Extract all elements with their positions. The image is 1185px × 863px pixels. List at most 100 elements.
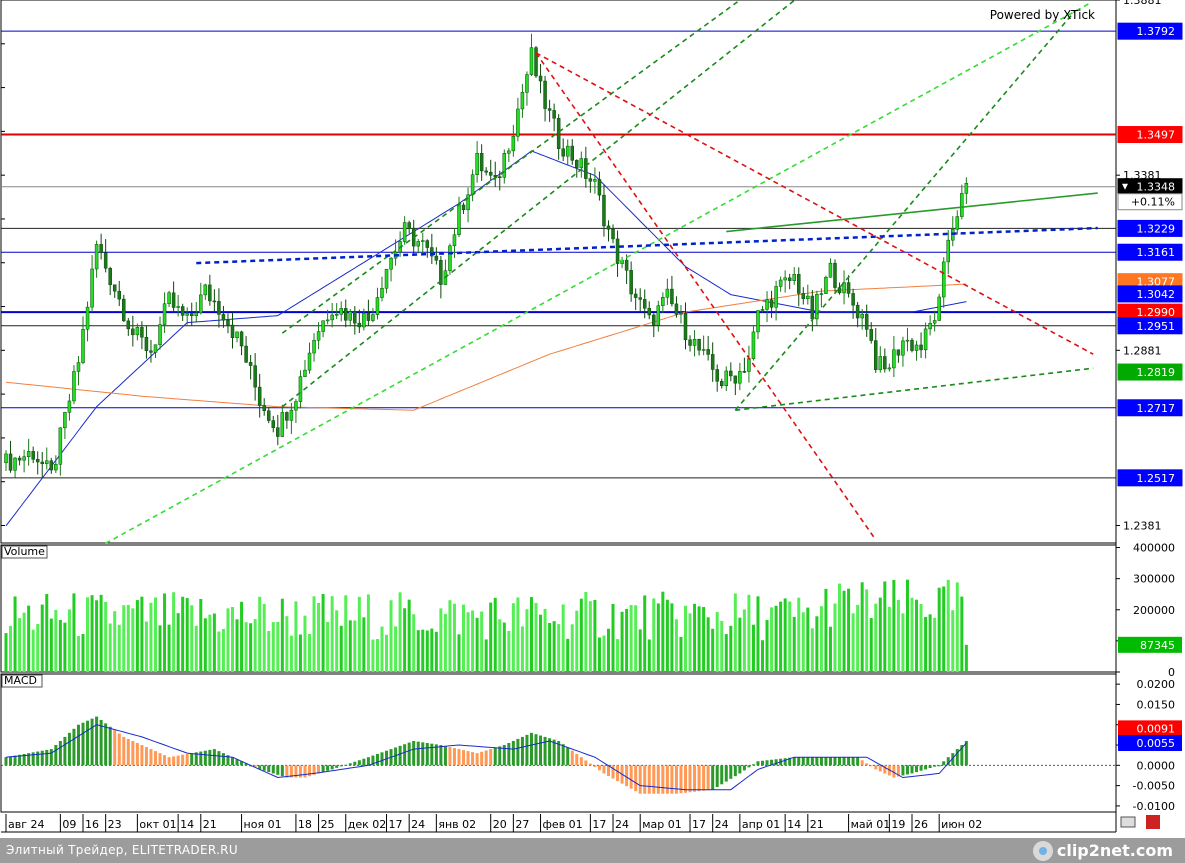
macd-histogram-bar [113, 730, 117, 766]
volume-bar [412, 614, 416, 672]
candle-body [334, 314, 339, 316]
candle-body [13, 457, 17, 471]
time-tick-label: июн 02 [941, 818, 982, 831]
orange-moving-average [5, 283, 967, 411]
price-tag-label: 1.2717 [1137, 402, 1176, 415]
macd-tick-label: 0.0150 [1137, 698, 1176, 711]
watermark-label: Powered by XTick [990, 8, 1095, 22]
macd-histogram-bar [181, 754, 185, 766]
macd-histogram-bar [502, 745, 506, 766]
macd-histogram-bar [702, 765, 706, 791]
macd-histogram-bar [493, 747, 497, 766]
volume-bar [425, 630, 429, 672]
macd-histogram-bar [76, 724, 80, 766]
macd-histogram-bar [240, 761, 244, 766]
candle-body [94, 244, 99, 270]
volume-bar [684, 605, 687, 672]
candle-body [860, 313, 864, 319]
candle-body [149, 350, 153, 353]
volume-bar [539, 614, 543, 672]
candle-body [733, 375, 738, 384]
candle-body [402, 222, 407, 242]
volume-bar [801, 612, 805, 672]
volume-bar [665, 599, 669, 672]
macd-histogram-bar [656, 765, 660, 794]
price-tag [1117, 243, 1183, 261]
macd-histogram-bar [679, 765, 683, 794]
volume-bar [317, 602, 321, 672]
macd-histogram-bar [72, 728, 76, 766]
volume-bar [960, 596, 964, 672]
volume-bar [344, 595, 348, 672]
macd-histogram-bar [883, 765, 887, 774]
macd-histogram-bar [199, 751, 203, 766]
candle-body [810, 295, 815, 320]
volume-bar [122, 605, 126, 672]
volume-bar [54, 609, 58, 672]
macd-histogram-bar [466, 751, 470, 766]
macd-histogram-bar [140, 745, 144, 766]
candle-body [738, 371, 742, 384]
macd-histogram-bar [99, 720, 103, 766]
macd-histogram-bar [720, 765, 724, 785]
macd-histogram-bar [964, 740, 968, 766]
macd-histogram-bar [403, 744, 407, 766]
macd-histogram-bar [715, 765, 719, 787]
candle-body [271, 420, 276, 428]
candle-body [887, 367, 892, 370]
volume-bar [249, 623, 253, 672]
price-tag [1117, 399, 1183, 417]
macd-histogram-bar [231, 757, 234, 766]
macd-histogram-bar [412, 740, 416, 766]
macd-histogram-bar [353, 761, 357, 766]
candle-body [597, 179, 602, 196]
time-tick-label: 24 [715, 818, 729, 831]
candle-body [49, 460, 54, 471]
volume-bar [49, 618, 53, 672]
volume-bar [434, 631, 438, 672]
macd-histogram-bar [602, 765, 606, 774]
macd-histogram-bar [235, 759, 239, 766]
volume-bar [27, 605, 31, 672]
macd-histogram-bar [588, 763, 592, 766]
macd-histogram-bar [317, 765, 321, 774]
volume-bar [688, 613, 692, 672]
candle-body [248, 362, 253, 366]
footer-brand[interactable]: clip2net.com [1032, 840, 1173, 861]
macd-histogram-bar [58, 740, 62, 766]
volume-bar [693, 603, 697, 672]
candle-body [493, 175, 497, 177]
candle-body [584, 158, 588, 179]
macd-histogram-bar [937, 765, 941, 767]
macd-histogram-bar [570, 750, 574, 766]
volume-bar [507, 630, 511, 672]
candle-body [778, 279, 783, 287]
candle-body [692, 338, 697, 346]
volume-bar [715, 612, 719, 672]
candle-body [706, 349, 710, 355]
candle-body [896, 349, 901, 356]
candle-body [17, 457, 22, 461]
macd-histogram-bar [217, 751, 221, 766]
volume-title-box [1, 545, 48, 559]
candle-body [58, 427, 63, 465]
volume-tag [1118, 636, 1182, 653]
candle-body [815, 294, 819, 320]
candle-body [280, 412, 285, 437]
candle-body [683, 312, 688, 341]
macd-tag [1118, 735, 1182, 751]
macd-histogram-bar [203, 750, 207, 766]
candle-body [615, 238, 620, 264]
macd-histogram-bar [539, 735, 543, 766]
volume-bar [276, 621, 280, 672]
volume-bar [652, 598, 656, 672]
volume-bar [63, 622, 67, 672]
volume-bar [792, 616, 796, 672]
candle-body [624, 259, 629, 271]
candle-body [833, 262, 837, 288]
macd-histogram-bar [475, 753, 479, 766]
volume-bar [144, 621, 148, 672]
volume-bar [40, 604, 44, 672]
volume-bar [575, 610, 579, 672]
candle-body [289, 409, 294, 421]
